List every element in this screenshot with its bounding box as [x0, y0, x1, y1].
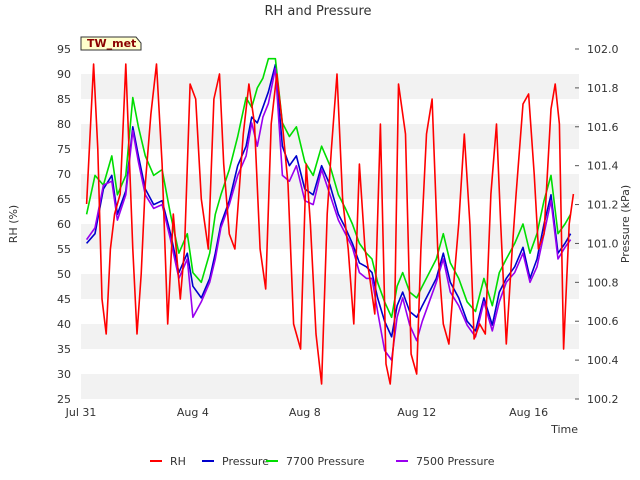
- y-tick-right-label: 101.8: [587, 82, 619, 95]
- y-axis-left: 25 30 35 40 45 50 55 60 65 70 75 80 85 90 95: [57, 43, 71, 406]
- y-axis-left-label: RH (%): [7, 205, 20, 243]
- x-tick-label: Aug 12: [397, 406, 436, 419]
- y-tick-right-label: 101.2: [587, 199, 619, 212]
- y-tick-left-label: 65: [57, 193, 71, 206]
- y-tick-right-label: 100.6: [587, 315, 619, 328]
- y-tick-right-label: 101.0: [587, 237, 619, 250]
- y-tick-left-label: 95: [57, 43, 71, 56]
- legend-label: 7500 Pressure: [416, 455, 495, 468]
- y-tick-left-label: 50: [57, 268, 71, 281]
- y-tick-left-label: 70: [57, 168, 71, 181]
- y-tick-right-label: 100.4: [587, 354, 619, 367]
- x-tick-label: Aug 16: [509, 406, 548, 419]
- y-tick-right-label: 101.6: [587, 121, 619, 134]
- y-tick-left-label: 60: [57, 218, 71, 231]
- legend-label: RH: [170, 455, 186, 468]
- y-tick-left-label: 35: [57, 343, 71, 356]
- y-tick-left-label: 30: [57, 368, 71, 381]
- station-badge-label: TW_met: [87, 37, 136, 50]
- y-tick-left-label: 25: [57, 393, 71, 406]
- x-axis: Jul 31 Aug 4 Aug 8 Aug 12 Aug 16: [65, 406, 549, 419]
- legend-label: Pressure: [222, 455, 269, 468]
- series-lines: [85, 57, 575, 385]
- y-tick-left-label: 75: [57, 143, 71, 156]
- grid-bands: [81, 49, 579, 399]
- y-tick-left-label: 55: [57, 243, 71, 256]
- x-axis-label: Time: [550, 423, 578, 436]
- legend-label: 7700 Pressure: [286, 455, 365, 468]
- y-tick-right-label: 100.2: [587, 393, 619, 406]
- x-tick-label: Aug 4: [177, 406, 209, 419]
- y-axis-right-label: Pressure (kPa): [619, 185, 632, 263]
- chart-title: RH and Pressure: [264, 4, 371, 19]
- y-tick-right-label: 100.8: [587, 276, 619, 289]
- x-tick-label: Jul 31: [65, 406, 97, 419]
- y-tick-left-label: 40: [57, 318, 71, 331]
- grid-band: [81, 124, 579, 149]
- y-tick-left-label: 80: [57, 118, 71, 131]
- y-tick-right-label: 102.0: [587, 43, 619, 56]
- y-tick-left-label: 85: [57, 93, 71, 106]
- series-line-7700-pressure: [85, 57, 572, 319]
- grid-band: [81, 224, 579, 249]
- legend: RH Pressure 7700 Pressure 7500 Pressure: [150, 455, 495, 468]
- grid-band: [81, 74, 579, 99]
- y-axis-right: 100.2 100.4 100.6 100.8 101.0 101.2 101.4 101.6…: [575, 43, 619, 406]
- grid-band: [81, 374, 579, 399]
- y-tick-left-label: 45: [57, 293, 71, 306]
- grid-band: [81, 324, 579, 349]
- x-tick-label: Aug 8: [289, 406, 321, 419]
- y-tick-right-label: 101.4: [587, 160, 619, 173]
- series-line-rh: [85, 63, 575, 385]
- station-badge: TW_met: [80, 36, 142, 51]
- y-tick-left-label: 90: [57, 68, 71, 81]
